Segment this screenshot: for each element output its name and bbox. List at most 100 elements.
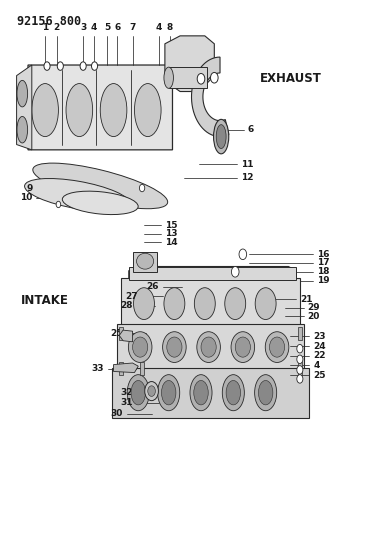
Bar bbox=[129, 266, 296, 280]
Ellipse shape bbox=[259, 381, 273, 405]
Text: 15: 15 bbox=[165, 221, 177, 230]
Text: 30: 30 bbox=[111, 409, 123, 418]
Circle shape bbox=[239, 249, 247, 260]
Ellipse shape bbox=[162, 381, 176, 405]
Circle shape bbox=[57, 62, 63, 70]
Text: 92156 800: 92156 800 bbox=[16, 14, 81, 28]
Text: 31: 31 bbox=[120, 398, 133, 407]
Ellipse shape bbox=[226, 381, 241, 405]
Text: 13: 13 bbox=[165, 229, 177, 238]
Circle shape bbox=[56, 201, 61, 208]
Ellipse shape bbox=[225, 288, 246, 319]
Ellipse shape bbox=[214, 119, 229, 154]
Bar bbox=[140, 362, 144, 375]
Ellipse shape bbox=[265, 332, 289, 362]
Bar bbox=[298, 327, 302, 340]
Ellipse shape bbox=[158, 375, 180, 411]
Ellipse shape bbox=[255, 375, 277, 411]
Ellipse shape bbox=[197, 332, 220, 362]
Polygon shape bbox=[16, 65, 32, 150]
Polygon shape bbox=[121, 278, 300, 325]
Text: 1: 1 bbox=[42, 22, 48, 31]
Circle shape bbox=[297, 344, 303, 353]
Text: 5: 5 bbox=[104, 22, 110, 31]
Ellipse shape bbox=[62, 191, 138, 215]
Ellipse shape bbox=[134, 288, 154, 319]
Ellipse shape bbox=[137, 253, 154, 269]
Ellipse shape bbox=[100, 84, 127, 136]
Ellipse shape bbox=[235, 337, 250, 357]
Ellipse shape bbox=[222, 375, 244, 411]
Polygon shape bbox=[192, 57, 229, 136]
Ellipse shape bbox=[17, 116, 28, 143]
Circle shape bbox=[197, 74, 205, 84]
Bar bbox=[119, 362, 123, 375]
Circle shape bbox=[145, 382, 159, 401]
Polygon shape bbox=[165, 36, 214, 92]
Text: 9: 9 bbox=[26, 183, 33, 192]
Polygon shape bbox=[129, 266, 296, 280]
Ellipse shape bbox=[128, 332, 152, 362]
Circle shape bbox=[44, 62, 50, 70]
Ellipse shape bbox=[127, 375, 149, 411]
Ellipse shape bbox=[255, 288, 276, 319]
Text: 25: 25 bbox=[111, 329, 123, 338]
Circle shape bbox=[80, 62, 86, 70]
Polygon shape bbox=[112, 368, 309, 418]
Polygon shape bbox=[117, 324, 304, 370]
Text: 4: 4 bbox=[313, 361, 319, 369]
Text: 22: 22 bbox=[313, 351, 326, 360]
Text: 6: 6 bbox=[248, 125, 254, 134]
Ellipse shape bbox=[32, 84, 59, 136]
Text: 14: 14 bbox=[165, 238, 177, 247]
Ellipse shape bbox=[164, 67, 173, 88]
Text: 10: 10 bbox=[20, 193, 33, 202]
Text: 24: 24 bbox=[313, 342, 326, 351]
Ellipse shape bbox=[216, 125, 226, 149]
Bar bbox=[133, 252, 157, 272]
Text: 12: 12 bbox=[241, 173, 254, 182]
Text: 3: 3 bbox=[80, 22, 86, 31]
Text: 2: 2 bbox=[53, 22, 60, 31]
Circle shape bbox=[231, 266, 239, 277]
Circle shape bbox=[139, 184, 145, 192]
Circle shape bbox=[297, 366, 303, 374]
Bar bbox=[169, 67, 207, 88]
Text: 21: 21 bbox=[300, 295, 313, 304]
Ellipse shape bbox=[270, 337, 285, 357]
Ellipse shape bbox=[134, 84, 161, 136]
Ellipse shape bbox=[25, 179, 130, 211]
Circle shape bbox=[297, 375, 303, 383]
Text: 20: 20 bbox=[308, 312, 320, 321]
Circle shape bbox=[148, 386, 155, 397]
Text: 4: 4 bbox=[156, 22, 162, 31]
Ellipse shape bbox=[231, 332, 255, 362]
Ellipse shape bbox=[66, 84, 93, 136]
Text: 17: 17 bbox=[317, 259, 330, 267]
Ellipse shape bbox=[133, 337, 148, 357]
Bar bbox=[298, 362, 302, 375]
Bar bbox=[119, 327, 123, 340]
Text: 6: 6 bbox=[114, 22, 121, 31]
Ellipse shape bbox=[17, 80, 28, 107]
Text: 23: 23 bbox=[313, 332, 326, 341]
Text: 16: 16 bbox=[317, 250, 329, 259]
Text: 4: 4 bbox=[91, 22, 97, 31]
Ellipse shape bbox=[131, 381, 146, 405]
Ellipse shape bbox=[164, 288, 185, 319]
Text: 26: 26 bbox=[147, 282, 159, 291]
Text: 33: 33 bbox=[92, 365, 104, 373]
Ellipse shape bbox=[194, 381, 208, 405]
Ellipse shape bbox=[163, 332, 186, 362]
Text: 11: 11 bbox=[241, 160, 254, 168]
Text: 28: 28 bbox=[120, 301, 133, 310]
Text: 25: 25 bbox=[313, 370, 326, 379]
Circle shape bbox=[297, 355, 303, 364]
Polygon shape bbox=[28, 65, 172, 150]
Ellipse shape bbox=[190, 375, 212, 411]
Text: INTAKE: INTAKE bbox=[21, 294, 69, 308]
Text: 32: 32 bbox=[120, 388, 133, 397]
Ellipse shape bbox=[194, 288, 215, 319]
Ellipse shape bbox=[167, 337, 182, 357]
Text: 27: 27 bbox=[126, 292, 138, 301]
